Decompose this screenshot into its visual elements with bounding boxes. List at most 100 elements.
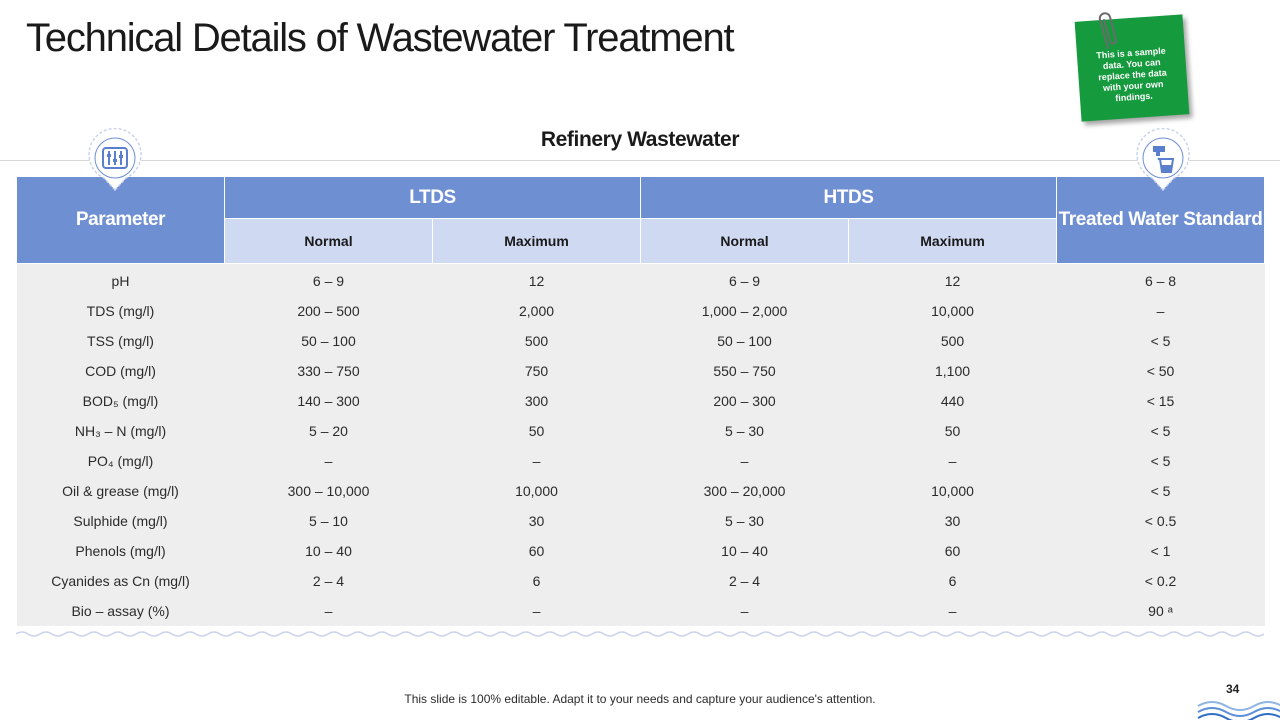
page-title: Technical Details of Wastewater Treatmen… [26, 16, 735, 60]
treated-standard-cell: < 5 [1150, 483, 1171, 499]
table-row: Phenols (mg/l) 10 – 40 60 10 – 40 60 < 1 [17, 536, 1265, 566]
ltds-maximum-cell: 60 [528, 543, 545, 559]
footer-note: This slide is 100% editable. Adapt it to… [404, 692, 876, 706]
parameter-cell: PO₄ (mg/l) [87, 453, 154, 469]
treated-standard-cell: < 0.5 [1144, 513, 1177, 529]
htds-normal-cell: 5 – 30 [725, 423, 764, 439]
htds-maximum-cell: – [948, 453, 957, 469]
ltds-normal-cell: 140 – 300 [297, 393, 360, 409]
table-title: Refinery Wastewater [540, 128, 740, 151]
ltds-normal-cell: 2 – 4 [312, 573, 345, 589]
parameter-cell: TDS (mg/l) [86, 303, 155, 319]
parameter-cell: Bio – assay (%) [71, 603, 170, 619]
htds-maximum-header: Maximum [848, 218, 1058, 264]
ltds-maximum-cell: 12 [528, 273, 545, 289]
paperclip-icon [1098, 12, 1117, 49]
table-row: Cyanides as Cn (mg/l) 2 – 4 6 2 – 4 6 < 0.2 [17, 566, 1265, 596]
htds-maximum-cell: 60 [944, 543, 961, 559]
htds-maximum-cell: 30 [944, 513, 961, 529]
htds-normal-header: Normal [640, 218, 850, 264]
table-body: pH 6 – 9 12 6 – 9 12 6 – 8 TDS (mg/l) 200 – 500… [16, 263, 1265, 626]
table-row: NH₃ – N (mg/l) 5 – 20 50 5 – 30 50 < 5 [17, 416, 1265, 446]
ltds-normal-cell: 10 – 40 [305, 543, 352, 559]
table-row: pH 6 – 9 12 6 – 9 12 6 – 8 [17, 264, 1265, 297]
htds-normal-cell: 10 – 40 [721, 543, 768, 559]
htds-maximum-cell: 10,000 [931, 483, 974, 499]
ltds-normal-cell: 50 – 100 [301, 333, 356, 349]
ltds-maximum-cell: – [532, 603, 541, 619]
htds-maximum-cell: 10,000 [931, 303, 974, 319]
header-divider [0, 160, 1280, 161]
ltds-normal-cell: 5 – 10 [309, 513, 348, 529]
parameter-header: Parameter [16, 176, 225, 264]
table-row: PO₄ (mg/l) – – – – < 5 [17, 446, 1265, 476]
ltds-normal-cell: 330 – 750 [297, 363, 360, 379]
htds-maximum-cell: 440 [940, 393, 965, 409]
table-row: TSS (mg/l) 50 – 100 500 50 – 100 500 < 5 [17, 326, 1265, 356]
equalizer-icon [88, 128, 142, 192]
htds-normal-cell: 1,000 – 2,000 [701, 303, 788, 319]
ltds-normal-cell: 300 – 10,000 [287, 483, 370, 499]
table-row: Bio – assay (%) – – – – 90 ᵃ [17, 596, 1265, 626]
treated-standard-cell: < 5 [1150, 423, 1171, 439]
table-row: COD (mg/l) 330 – 750 750 550 – 750 1,100 < 50 [17, 356, 1265, 386]
treated-standard-cell: < 1 [1150, 543, 1171, 559]
ltds-maximum-cell: – [532, 453, 541, 469]
page-number: 34 [1226, 682, 1240, 696]
parameter-cell: NH₃ – N (mg/l) [74, 423, 167, 439]
parameter-cell: COD (mg/l) [85, 363, 156, 379]
htds-normal-cell: – [740, 603, 749, 619]
ltds-maximum-cell: 750 [524, 363, 549, 379]
treated-water-standard-header: Treated Water Standard [1056, 176, 1266, 264]
ltds-maximum-cell: 50 [528, 423, 545, 439]
htds-normal-cell: 5 – 30 [725, 513, 764, 529]
ltds-maximum-cell: 30 [528, 513, 545, 529]
treated-standard-cell: < 0.2 [1144, 573, 1177, 589]
ltds-maximum-cell: 6 [532, 573, 541, 589]
wastewater-table: Parameter LTDS HTDS Treated Water Standa… [16, 176, 1266, 626]
ltds-maximum-cell: 300 [524, 393, 549, 409]
htds-normal-cell: 550 – 750 [713, 363, 776, 379]
htds-normal-cell: 50 – 100 [717, 333, 772, 349]
parameter-cell: Sulphide (mg/l) [73, 513, 168, 529]
parameter-cell: Oil & grease (mg/l) [62, 483, 179, 499]
ltds-normal-header: Normal [224, 218, 433, 264]
ltds-maximum-cell: 2,000 [518, 303, 555, 319]
htds-normal-cell: 2 – 4 [728, 573, 761, 589]
htds-maximum-cell: 1,100 [934, 363, 971, 379]
treated-standard-cell: 6 – 8 [1144, 273, 1177, 289]
parameter-cell: pH [111, 273, 130, 289]
table-row: BOD₅ (mg/l) 140 – 300 300 200 – 300 440 < 15 [17, 386, 1265, 416]
htds-maximum-cell: 6 [948, 573, 957, 589]
sample-data-sticky-note: This is a sample data. You can replace t… [1074, 14, 1190, 122]
decorative-wave-divider [16, 631, 1264, 637]
treated-standard-cell: < 5 [1150, 333, 1171, 349]
treated-standard-cell: < 15 [1146, 393, 1175, 409]
htds-normal-cell: 300 – 20,000 [703, 483, 786, 499]
parameter-cell: Cyanides as Cn (mg/l) [51, 573, 190, 589]
water-tap-glass-icon [1136, 128, 1190, 192]
table-row: Sulphide (mg/l) 5 – 10 30 5 – 30 30 < 0.5 [17, 506, 1265, 536]
ltds-maximum-cell: 10,000 [515, 483, 558, 499]
ltds-maximum-header: Maximum [431, 218, 642, 264]
htds-maximum-cell: 500 [940, 333, 965, 349]
treated-standard-cell: < 5 [1150, 453, 1171, 469]
htds-normal-cell: 6 – 9 [728, 273, 761, 289]
htds-normal-cell: – [740, 453, 749, 469]
treated-standard-cell: < 50 [1146, 363, 1175, 379]
ltds-normal-cell: 6 – 9 [312, 273, 345, 289]
ltds-normal-cell: 200 – 500 [297, 303, 360, 319]
ltds-maximum-cell: 500 [524, 333, 549, 349]
corner-waves-decoration [1197, 701, 1280, 720]
parameter-cell: BOD₅ (mg/l) [82, 393, 159, 409]
parameter-cell: TSS (mg/l) [87, 333, 154, 349]
ltds-normal-cell: 5 – 20 [309, 423, 348, 439]
ltds-normal-cell: – [324, 603, 333, 619]
table-row: Oil & grease (mg/l) 300 – 10,000 10,000 300… [17, 476, 1265, 506]
parameter-cell: Phenols (mg/l) [75, 543, 166, 559]
htds-normal-cell: 200 – 300 [713, 393, 776, 409]
treated-standard-cell: 90 ᵃ [1148, 603, 1173, 619]
htds-maximum-cell: – [948, 603, 957, 619]
treated-standard-cell: – [1156, 303, 1165, 319]
ltds-normal-cell: – [324, 453, 333, 469]
